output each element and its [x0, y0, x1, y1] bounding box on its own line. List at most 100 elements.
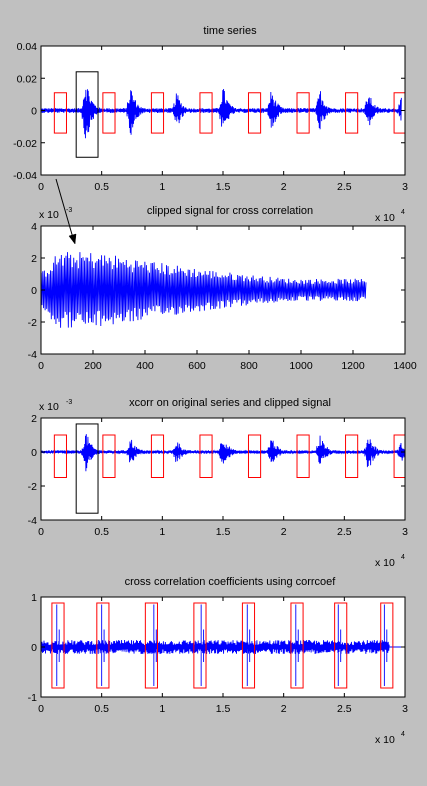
red-box [334, 602, 348, 689]
red-box [193, 602, 207, 689]
y-tick-label: -2 [28, 317, 37, 329]
x-tick-label: 0 [38, 360, 44, 372]
x-tick-label: 2.5 [337, 526, 352, 538]
x-tick-label: 2 [281, 181, 287, 193]
red-box [102, 434, 116, 478]
red-box [247, 434, 262, 478]
x-multiplier: x 10 [375, 734, 395, 746]
red-box [241, 602, 256, 689]
red-box [290, 602, 304, 689]
y-tick-label: 0 [31, 285, 37, 297]
x-multiplier-exponent: 4 [401, 731, 405, 738]
signal-trace [41, 604, 405, 686]
y-tick-label: -0.02 [13, 138, 37, 150]
x-tick-label: 1 [159, 703, 165, 715]
red-box [296, 92, 310, 134]
y-tick-label: 0 [31, 642, 37, 654]
y-tick-label: 0.04 [17, 41, 38, 53]
y-tick-label: 0 [31, 447, 37, 459]
x-tick-label: 2.5 [337, 703, 352, 715]
x-tick-label: 2 [281, 526, 287, 538]
red-box [380, 602, 394, 689]
arrow-shaft [55, 178, 74, 239]
chart-title: clipped signal for cross correlation [147, 205, 313, 217]
signal-trace [41, 88, 402, 139]
x-tick-label: 1.5 [216, 526, 231, 538]
y-multiplier: x 10 [39, 209, 59, 221]
x-tick-label: 1 [159, 526, 165, 538]
x-tick-label: 3 [402, 703, 408, 715]
y-tick-label: -4 [28, 515, 37, 527]
x-tick-label: 1.5 [216, 181, 231, 193]
chart-title: time series [203, 25, 257, 37]
annotation-arrow [55, 178, 77, 245]
y-tick-label: -2 [28, 481, 37, 493]
y-multiplier-exponent: -3 [66, 399, 72, 406]
y-multiplier-exponent: -3 [66, 207, 72, 214]
x-tick-label: 1000 [289, 360, 313, 372]
red-box [53, 92, 67, 134]
red-box [51, 602, 65, 689]
red-box [150, 92, 165, 134]
x-tick-label: 600 [188, 360, 206, 372]
y-tick-label: 0 [31, 106, 37, 118]
x-tick-label: 0.5 [94, 703, 109, 715]
arrow-head [68, 233, 77, 245]
plot-content [41, 604, 405, 686]
chart-1: 0 0.5 1 1.5 2 2.5 3 -0.04 -0.02 0 0.02 0.04 time ser… [13, 25, 408, 224]
x-tick-label: 0.5 [94, 181, 109, 193]
y-tick-label: 1 [31, 592, 37, 604]
black-box [75, 423, 99, 514]
x-multiplier-exponent: 4 [401, 554, 405, 561]
y-tick-label: 2 [31, 253, 37, 265]
red-box [247, 92, 262, 134]
red-box [345, 434, 359, 478]
x-tick-label: 0 [38, 526, 44, 538]
chart-title: cross correlation coefficients using cor… [125, 576, 337, 588]
y-tick-label: 2 [31, 413, 37, 425]
x-multiplier: x 10 [375, 212, 395, 224]
x-tick-label: 1400 [393, 360, 417, 372]
red-box [150, 434, 165, 478]
y-tick-label: -0.04 [13, 170, 37, 182]
x-tick-label: 200 [84, 360, 102, 372]
red-box [96, 602, 110, 689]
signal-trace [41, 252, 367, 328]
red-box [199, 92, 213, 134]
chart-title: xcorr on original series and clipped sig… [129, 397, 331, 409]
y-tick-label: -1 [28, 692, 37, 704]
plot-content [41, 252, 367, 328]
x-tick-label: 400 [136, 360, 154, 372]
x-tick-label: 0 [38, 181, 44, 193]
red-box [53, 434, 67, 478]
x-tick-label: 1.5 [216, 703, 231, 715]
red-box [144, 602, 158, 689]
x-multiplier-exponent: 4 [401, 209, 405, 216]
signal-trace [41, 434, 405, 472]
red-box [199, 434, 213, 478]
x-tick-label: 1 [159, 181, 165, 193]
x-tick-label: 3 [402, 526, 408, 538]
y-tick-label: -4 [28, 349, 37, 361]
x-tick-label: 0 [38, 703, 44, 715]
x-tick-label: 2 [281, 703, 287, 715]
red-box [102, 92, 116, 134]
plot-area [41, 418, 405, 520]
y-multiplier: x 10 [39, 401, 59, 413]
red-box [345, 92, 359, 134]
x-tick-label: 800 [240, 360, 258, 372]
chart-3: 0 0.5 1 1.5 2 2.5 3 -4 -2 0 2 xcorr on original ser… [28, 397, 408, 569]
x-tick-label: 3 [402, 181, 408, 193]
black-box [75, 71, 99, 158]
plot-content [41, 88, 402, 139]
red-box [296, 434, 310, 478]
x-tick-label: 2.5 [337, 181, 352, 193]
x-tick-label: 1200 [341, 360, 365, 372]
y-tick-label: 0.02 [17, 73, 38, 85]
y-tick-label: 4 [31, 221, 37, 233]
x-tick-label: 0.5 [94, 526, 109, 538]
chart-2: 0 200 400 600 800 1000 1200 1400 -4 -2 0 2 4 clipped … [28, 205, 417, 372]
x-multiplier: x 10 [375, 557, 395, 569]
